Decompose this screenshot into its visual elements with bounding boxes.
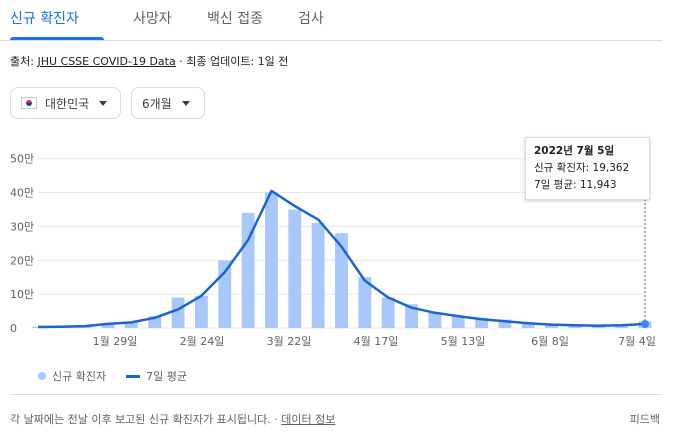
case-bar (358, 277, 372, 328)
case-bar (31, 326, 45, 328)
tab-new-cases[interactable]: 신규 확진자 (10, 11, 79, 27)
case-bar (101, 323, 115, 328)
chevron-down-icon (99, 100, 108, 106)
case-bar (428, 312, 442, 328)
case-bar (311, 223, 325, 328)
case-bar (475, 317, 488, 328)
case-bar (381, 297, 395, 328)
case-bar (288, 209, 302, 328)
tab-deaths[interactable]: 사망자 (133, 11, 172, 27)
tab-testing[interactable]: 검사 (298, 11, 324, 27)
case-bar (265, 192, 278, 328)
y-tick-label: 40만 (10, 187, 34, 200)
legend-average-label: 7일 평균 (146, 370, 187, 383)
case-bar (335, 233, 348, 328)
active-tab-indicator (10, 37, 104, 40)
source-line: 출처: JHU CSSE COVID-19 Data · 최종 업데이트: 1일… (10, 53, 288, 69)
feedback-link[interactable]: 피드백 (629, 413, 660, 426)
footer-note: 각 날짜에는 전날 이후 보고된 신규 확진자가 표시됩니다. · 데이터 정보 (10, 411, 335, 427)
x-tick-label: 2월 24일 (180, 334, 225, 348)
case-bar (148, 316, 162, 328)
y-tick-label: 30만 (10, 220, 34, 233)
x-tick-label: 7월 4일 (618, 334, 656, 348)
tooltip-date: 2022년 7월 5일 (534, 145, 615, 157)
case-bar (545, 324, 559, 328)
y-tick-label: 50만 (10, 153, 34, 166)
case-bar (171, 297, 185, 328)
korea-flag-icon (21, 97, 37, 109)
chart-legend: 신규 확진자 7일 평균 (38, 368, 187, 384)
source-prefix: 출처: (10, 55, 38, 68)
case-bar (195, 295, 208, 328)
tooltip-cases: 신규 확진자: 19,362 (534, 162, 630, 174)
period-label: 6개월 (142, 96, 172, 111)
legend-cases-label: 신규 확진자 (52, 370, 107, 383)
y-tick-label: 0 (10, 322, 17, 335)
chevron-down-icon (181, 100, 190, 106)
cases-legend-dot-icon (38, 372, 46, 380)
tab-bar: 신규 확진자 사망자 백신 접종 검사 (0, 0, 662, 41)
case-bar (568, 325, 582, 328)
x-tick-label: 3월 22일 (267, 334, 312, 348)
case-bar (124, 322, 138, 328)
data-info-link[interactable]: 데이터 정보 (281, 413, 336, 426)
source-link[interactable]: JHU CSSE COVID-19 Data (37, 55, 176, 68)
y-tick-label: 10만 (10, 288, 34, 301)
chart-tooltip: 2022년 7월 5일 신규 확진자: 19,362 7일 평균: 11,943 (525, 137, 650, 200)
x-tick-label: 6월 8일 (531, 334, 569, 348)
average-line (37, 189, 646, 329)
divider (10, 394, 662, 395)
x-tick-label: 4월 17일 (354, 334, 399, 348)
period-selector[interactable]: 6개월 (131, 87, 205, 119)
x-tick-label: 5월 13일 (441, 334, 486, 348)
footer-text: 각 날짜에는 전날 이후 보고된 신규 확진자가 표시됩니다. · (10, 413, 282, 426)
case-bar (498, 319, 512, 328)
average-legend-line-icon (126, 374, 141, 378)
hover-point (641, 319, 649, 328)
cases-chart[interactable]: 0 10만 20만 30만 40만 50만 1월 29일 2월 24일 3월 22일 4월 17일… (0, 130, 687, 355)
source-suffix: · 최종 업데이트: 1일 전 (175, 55, 289, 68)
x-tick-label: 1월 29일 (93, 334, 138, 348)
tab-vaccinations[interactable]: 백신 접종 (207, 11, 263, 27)
case-bar (521, 322, 535, 328)
case-bar (405, 304, 418, 328)
country-selector[interactable]: 대한민국 (10, 87, 121, 119)
country-label: 대한민국 (45, 96, 90, 111)
tooltip-average: 7일 평균: 11,943 (534, 179, 617, 191)
case-bar (241, 212, 255, 328)
case-bar (218, 260, 232, 328)
y-tick-label: 20만 (10, 254, 34, 267)
case-bar (451, 316, 465, 328)
